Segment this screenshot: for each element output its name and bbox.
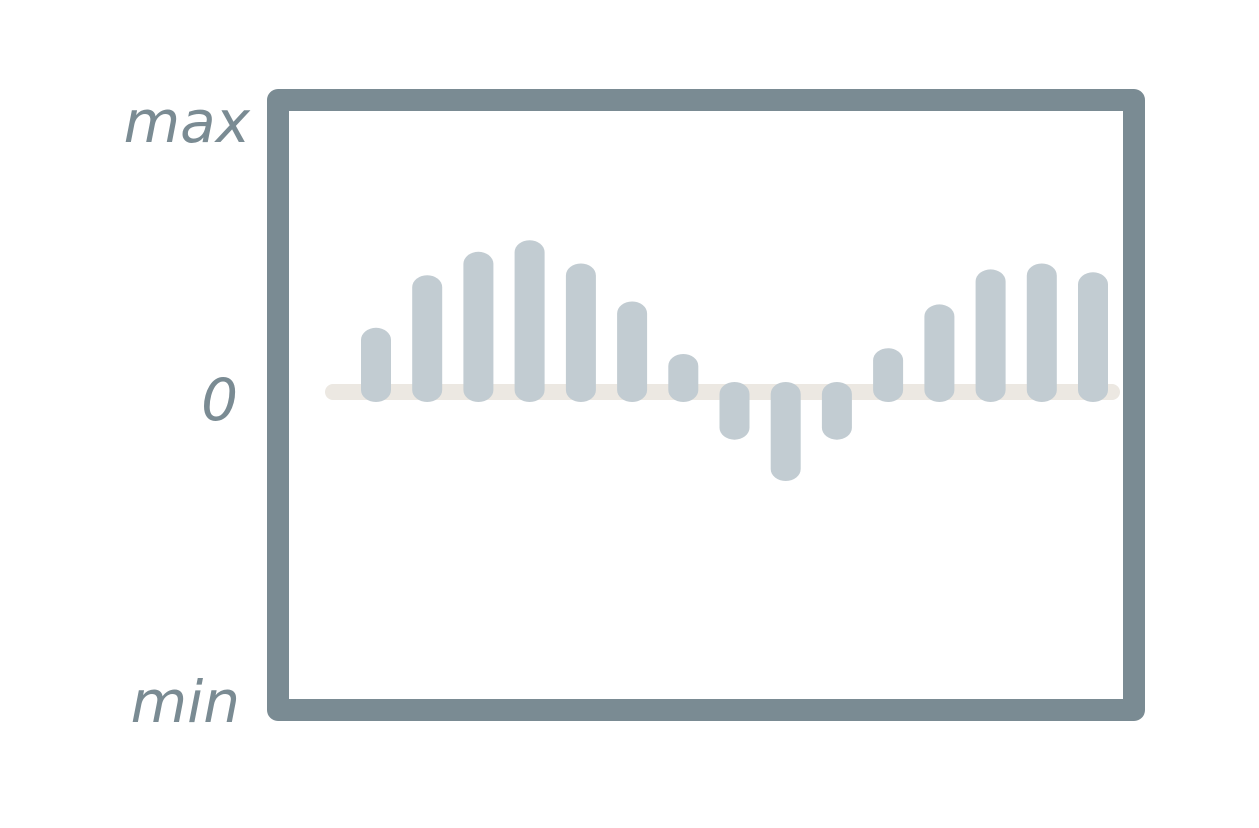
bar-9 bbox=[770, 382, 801, 481]
bar-2 bbox=[412, 275, 443, 402]
y-tick-min-label: min bbox=[131, 668, 240, 736]
bar-5 bbox=[565, 263, 596, 402]
bar-15 bbox=[1078, 272, 1108, 402]
bar-1 bbox=[361, 327, 391, 402]
bar-3 bbox=[463, 251, 494, 402]
bar-4 bbox=[514, 240, 545, 402]
bars-group bbox=[361, 240, 1108, 481]
bar-14 bbox=[1026, 263, 1057, 402]
plot-frame bbox=[267, 89, 1145, 721]
bar-8 bbox=[719, 382, 750, 440]
y-tick-max-label: max bbox=[124, 88, 251, 156]
bar-6 bbox=[617, 301, 648, 402]
bar-12 bbox=[924, 304, 955, 402]
bar-11 bbox=[873, 348, 904, 402]
bar-7 bbox=[668, 354, 699, 402]
bar-13 bbox=[975, 269, 1006, 402]
y-tick-zero-label: 0 bbox=[201, 366, 238, 434]
bar-10 bbox=[821, 382, 852, 440]
